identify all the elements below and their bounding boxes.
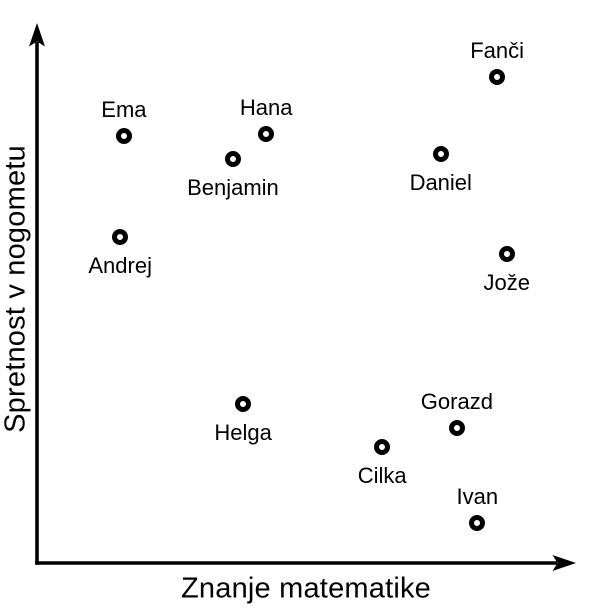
data-point-label: Gorazd	[420, 388, 493, 414]
data-point-marker	[112, 229, 129, 246]
data-point-label: Daniel	[409, 170, 472, 196]
data-point-marker	[469, 514, 486, 531]
data-point-marker	[498, 246, 515, 263]
data-point-label: Cilka	[357, 463, 407, 489]
data-point-marker	[489, 68, 506, 85]
data-point-label: Andrej	[88, 253, 152, 279]
data-point-marker	[224, 150, 241, 167]
data-point-label: Ema	[101, 96, 147, 122]
data-point-marker	[235, 395, 252, 412]
y-axis-label: Spretnost v nogometu	[0, 145, 32, 433]
data-point-marker	[448, 419, 465, 436]
data-point-label: Fanči	[470, 37, 525, 63]
data-point-label: Helga	[214, 419, 272, 445]
data-point-label: Jože	[483, 270, 531, 296]
data-point-marker	[432, 146, 449, 163]
x-axis-label: Znanje matematike	[180, 572, 432, 605]
data-point-marker	[115, 127, 132, 144]
data-point-marker	[374, 439, 391, 456]
data-point-label: Benjamin	[187, 174, 279, 200]
data-point-label: Hana	[239, 95, 293, 121]
x-axis-arrow-icon	[552, 555, 576, 571]
y-axis-arrow-icon	[29, 23, 45, 47]
data-point-marker	[258, 126, 275, 143]
data-point-label: Ivan	[456, 483, 499, 509]
